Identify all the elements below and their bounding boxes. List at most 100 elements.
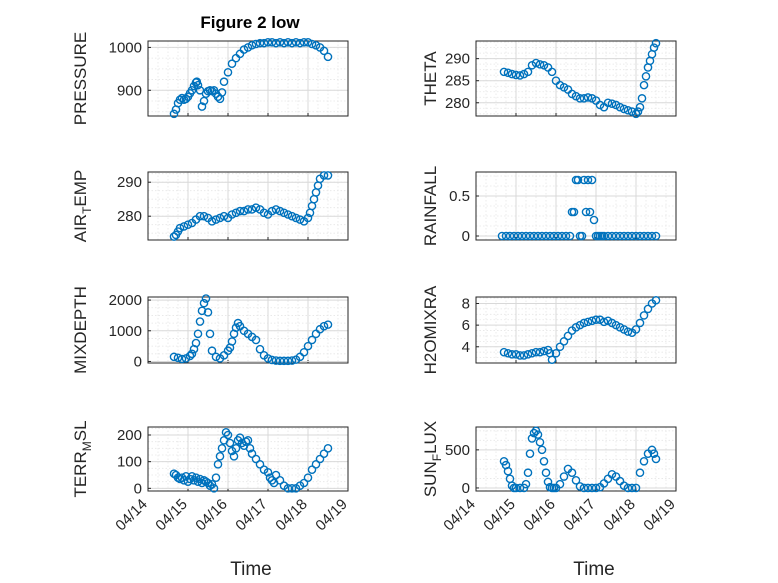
data-point <box>255 460 265 469</box>
data-point <box>521 231 531 241</box>
data-point <box>497 231 507 241</box>
data-point <box>555 479 565 489</box>
data-point <box>501 231 511 241</box>
data-point <box>191 473 201 482</box>
data-point <box>589 215 599 225</box>
data-point <box>517 231 527 241</box>
data-point <box>255 344 265 354</box>
data-point <box>545 231 555 241</box>
data-point <box>569 207 579 217</box>
data-point <box>527 348 537 358</box>
axes-frame <box>147 171 349 241</box>
data-point <box>319 321 329 331</box>
subplot-2: 280 285 290 THETA <box>421 38 677 119</box>
data-point <box>303 37 313 47</box>
data-point <box>251 335 261 345</box>
data-point <box>523 350 533 359</box>
data-point <box>541 468 551 478</box>
data-point <box>219 211 229 221</box>
data-point <box>215 452 225 461</box>
data-point <box>531 347 541 357</box>
data-point <box>271 356 281 365</box>
data-point <box>503 68 513 78</box>
data-point <box>577 231 587 241</box>
data-point <box>187 472 197 481</box>
data-point <box>263 468 273 477</box>
data-point <box>213 460 223 469</box>
data-point <box>627 231 637 241</box>
data-point <box>169 352 179 362</box>
data-point <box>251 454 261 464</box>
data-point <box>299 37 309 47</box>
data-point <box>267 206 277 216</box>
data-point <box>649 449 659 458</box>
data-point <box>649 43 659 52</box>
data-point <box>505 231 515 241</box>
data-point <box>275 37 285 47</box>
data-point <box>169 109 179 119</box>
data-point <box>563 331 573 341</box>
data-point <box>271 38 281 48</box>
data-point <box>643 231 653 241</box>
data-point <box>639 311 649 320</box>
data-point <box>627 483 637 493</box>
data-point <box>581 207 591 217</box>
data-point <box>319 449 329 458</box>
data-point <box>591 483 601 493</box>
x-axis-label-left: Time <box>230 559 272 580</box>
y-axis-label: TERRMSL <box>71 420 94 497</box>
data-point <box>307 39 317 49</box>
data-point <box>575 482 585 491</box>
data-point <box>579 483 589 493</box>
data-point <box>615 231 625 241</box>
data-point <box>299 347 309 357</box>
y-axis-label: MIXDEPTH <box>71 286 90 374</box>
y-tick-label: 0.5 <box>449 188 470 205</box>
data-point <box>247 40 257 50</box>
y-tick-label: 4 <box>462 339 470 356</box>
axes-frame <box>475 296 677 364</box>
data-point <box>553 231 563 241</box>
data-point <box>547 355 557 365</box>
data-point <box>267 355 277 365</box>
data-point <box>635 102 645 112</box>
data-point <box>323 52 333 62</box>
data-point <box>185 351 195 361</box>
subplot-6: 4 6 8 H2OMIXRA <box>421 285 677 374</box>
data-point <box>311 460 321 469</box>
data-point <box>209 484 219 493</box>
data-point <box>619 231 629 241</box>
data-point <box>515 483 525 493</box>
data-point <box>259 38 269 48</box>
data-point <box>507 350 517 359</box>
data-point <box>227 337 237 346</box>
data-point <box>639 456 649 466</box>
data-point <box>215 213 225 223</box>
data-point <box>583 175 593 185</box>
data-point <box>205 329 215 339</box>
data-point <box>499 67 509 77</box>
y-axis-label: PRESSURE <box>71 32 90 126</box>
y-tick-label: 8 <box>462 295 470 312</box>
data-point <box>631 109 641 119</box>
data-point <box>547 67 557 77</box>
data-point <box>187 349 197 359</box>
data-point <box>259 208 269 218</box>
data-point <box>227 59 237 69</box>
axes-frame <box>475 40 677 117</box>
data-point <box>323 171 333 180</box>
data-point <box>623 105 633 115</box>
data-point <box>635 468 645 478</box>
x-axis-label-right: Time <box>573 559 615 580</box>
data-point <box>243 205 253 214</box>
data-point <box>263 37 273 47</box>
data-point <box>567 468 577 478</box>
data-point <box>573 175 583 185</box>
data-point <box>235 433 245 442</box>
data-point <box>583 93 593 102</box>
data-point <box>579 175 589 185</box>
data-point <box>295 215 305 224</box>
data-point <box>247 449 257 458</box>
data-point <box>303 473 313 482</box>
data-point <box>533 231 543 241</box>
